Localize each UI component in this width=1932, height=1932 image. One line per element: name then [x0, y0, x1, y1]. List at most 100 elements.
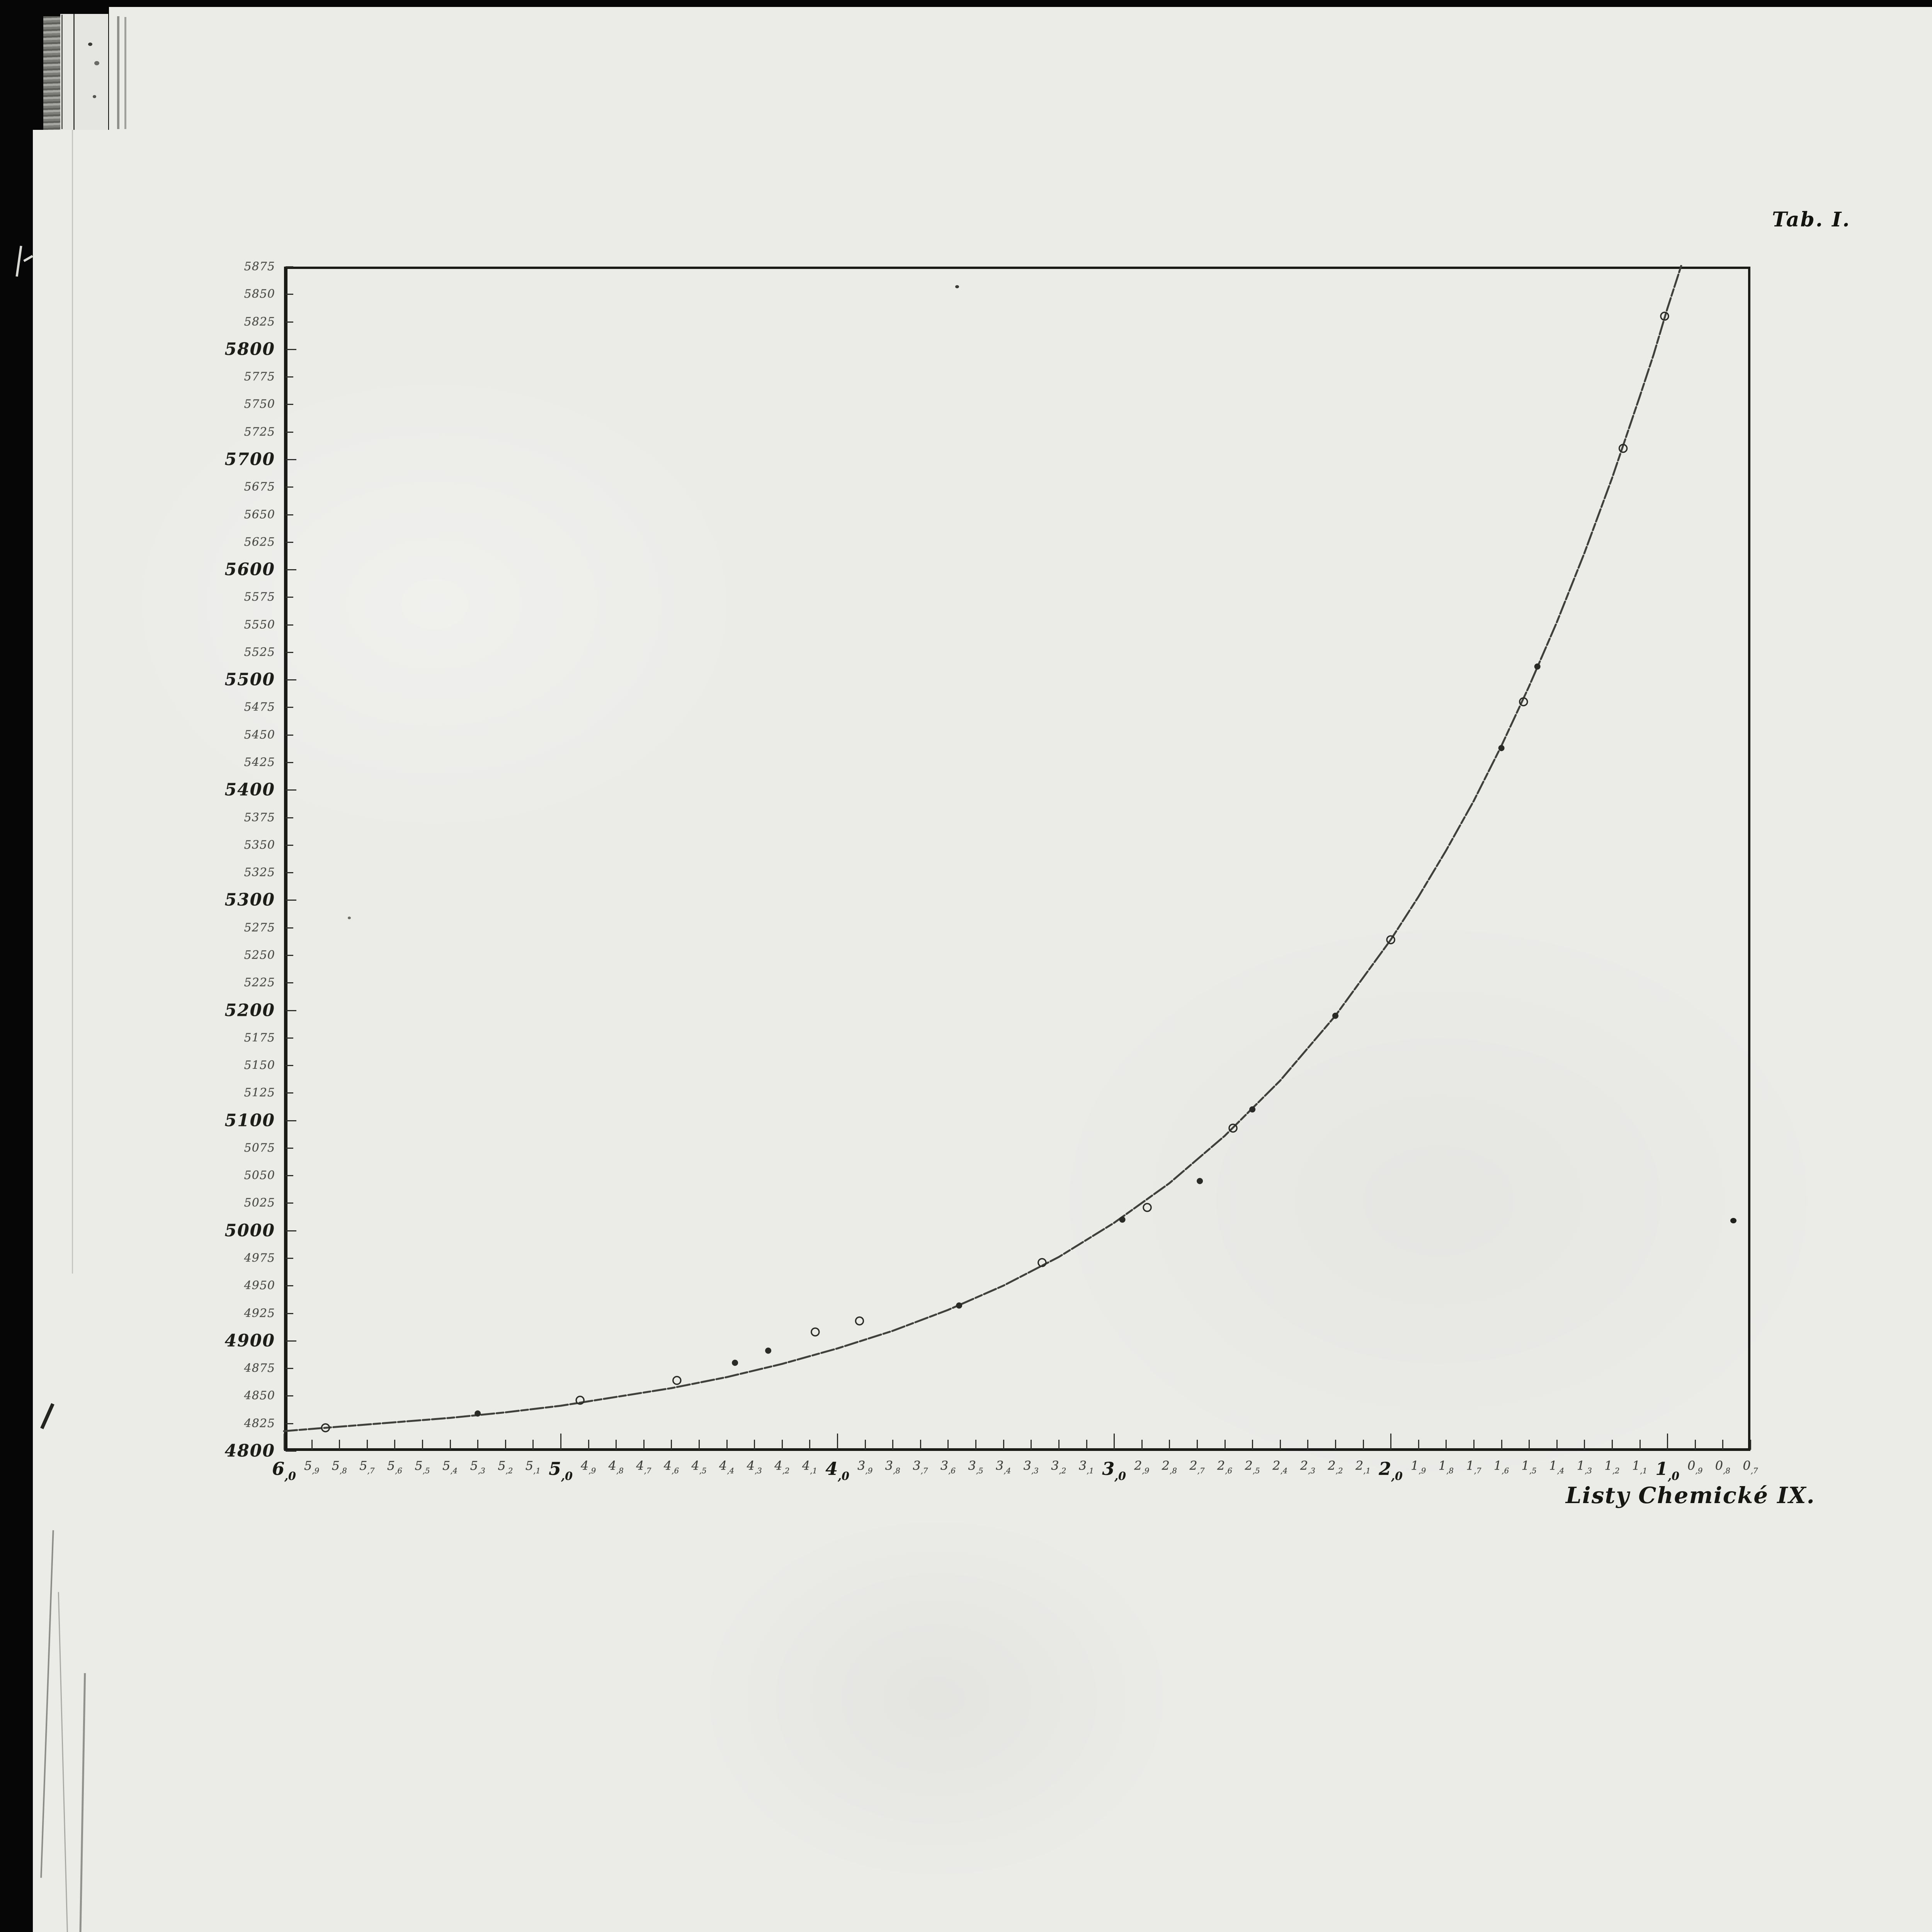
- ink-speck: [93, 95, 96, 98]
- y-tick: [286, 376, 293, 378]
- gutter-crease-line: [61, 15, 63, 129]
- y-tick-label: 5175: [244, 1031, 275, 1045]
- x-tick: [892, 1440, 894, 1450]
- x-tick: [920, 1440, 921, 1450]
- x-tick: [1529, 1440, 1530, 1450]
- x-tick-label: 3,7: [913, 1458, 928, 1475]
- x-tick: [1611, 1440, 1613, 1450]
- x-tick-label: 1,5: [1521, 1458, 1537, 1475]
- x-tick: [339, 1440, 340, 1450]
- film-edge-mark: [14, 245, 34, 278]
- x-tick-label: 5,1: [525, 1458, 541, 1475]
- x-tick-label: 6,0: [272, 1458, 296, 1483]
- x-tick-label: 1,0: [1655, 1458, 1680, 1483]
- y-tick-label: 5425: [244, 755, 275, 769]
- y-tick-label: 5850: [244, 287, 275, 301]
- y-tick-label: 5300: [224, 890, 275, 910]
- y-tick: [286, 954, 293, 956]
- x-tick: [726, 1440, 728, 1450]
- y-tick-label: 5200: [224, 1000, 275, 1020]
- y-tick: [286, 900, 296, 901]
- x-tick: [1169, 1440, 1170, 1450]
- x-tick-label: 2,1: [1355, 1458, 1371, 1475]
- y-tick: [286, 404, 293, 405]
- y-tick-label: 5225: [244, 976, 275, 990]
- y-tick-label: 5875: [244, 260, 275, 274]
- y-tick-label: 5575: [244, 590, 275, 604]
- x-tick: [449, 1440, 451, 1450]
- y-tick: [286, 1092, 293, 1094]
- x-tick: [560, 1434, 562, 1450]
- y-tick: [286, 1258, 293, 1259]
- x-tick-label: 2,9: [1134, 1458, 1150, 1475]
- x-tick-label: 4,9: [581, 1458, 596, 1475]
- y-tick: [286, 1285, 293, 1287]
- page-crease-line: [117, 16, 119, 129]
- y-tick-label: 5450: [244, 728, 275, 742]
- y-tick: [286, 789, 296, 791]
- page-crease-line: [124, 17, 126, 129]
- y-tick-label: 5525: [244, 645, 275, 659]
- x-tick: [1639, 1440, 1641, 1450]
- x-tick-label: 4,7: [636, 1458, 651, 1475]
- page-fold-line: [72, 130, 73, 1274]
- x-tick-label: 3,2: [1051, 1458, 1066, 1475]
- x-tick-label: 4,0: [825, 1458, 849, 1483]
- x-tick-label: 3,3: [1023, 1458, 1039, 1475]
- plate-number-label: Tab. I.: [1772, 208, 1851, 231]
- y-tick: [286, 872, 293, 874]
- y-tick: [286, 321, 293, 323]
- y-tick-label: 5275: [244, 921, 275, 935]
- y-tick: [286, 541, 293, 543]
- x-tick: [1003, 1440, 1004, 1450]
- x-tick-label: 5,9: [304, 1458, 320, 1475]
- x-tick: [1473, 1440, 1475, 1450]
- x-tick: [422, 1440, 423, 1450]
- x-tick: [975, 1440, 977, 1450]
- y-tick: [286, 679, 296, 681]
- x-tick-label: 2,4: [1272, 1458, 1288, 1475]
- x-tick: [505, 1440, 506, 1450]
- y-tick: [286, 349, 296, 350]
- y-tick-label: 5375: [244, 811, 275, 825]
- x-tick-label: 5,8: [332, 1458, 347, 1475]
- y-tick-label: 4950: [244, 1279, 275, 1293]
- x-tick-label: 4,2: [774, 1458, 790, 1475]
- y-tick-label: 5500: [224, 670, 275, 690]
- x-tick-label: 3,8: [885, 1458, 900, 1475]
- x-tick: [1694, 1440, 1696, 1450]
- book-gutter-page-edge: [60, 14, 108, 130]
- x-tick-label: 3,1: [1078, 1458, 1094, 1475]
- x-tick-label: 3,0: [1102, 1458, 1126, 1483]
- plot-frame: [284, 267, 1750, 1451]
- journal-caption: Listy Chemické IX.: [1566, 1482, 1815, 1509]
- y-tick-label: 5075: [244, 1141, 275, 1155]
- y-tick-label: 5125: [244, 1086, 275, 1100]
- x-tick-label: 5,6: [387, 1458, 403, 1475]
- ink-speck: [88, 43, 92, 46]
- x-tick: [1307, 1440, 1309, 1450]
- y-tick: [286, 982, 293, 984]
- y-tick: [286, 597, 293, 598]
- y-tick-label: 5750: [244, 397, 275, 411]
- x-tick: [1556, 1440, 1558, 1450]
- ink-blot: [1730, 1218, 1736, 1223]
- y-tick: [286, 707, 293, 708]
- x-tick: [864, 1440, 866, 1450]
- y-tick-label: 5050: [244, 1168, 275, 1182]
- y-tick-label: 4850: [244, 1389, 275, 1403]
- y-tick-label: 5550: [244, 618, 275, 632]
- x-tick-label: 3,4: [996, 1458, 1011, 1475]
- y-tick: [286, 1010, 296, 1011]
- x-tick-label: 2,8: [1162, 1458, 1177, 1475]
- y-tick: [286, 1202, 293, 1204]
- x-tick-label: 4,3: [747, 1458, 762, 1475]
- y-tick-label: 5100: [224, 1111, 275, 1131]
- y-tick: [286, 762, 293, 764]
- x-tick: [1390, 1434, 1392, 1450]
- y-tick: [286, 1037, 293, 1039]
- x-tick: [1501, 1440, 1502, 1450]
- x-tick-label: 1,2: [1604, 1458, 1620, 1475]
- x-tick-label: 1,1: [1632, 1458, 1648, 1475]
